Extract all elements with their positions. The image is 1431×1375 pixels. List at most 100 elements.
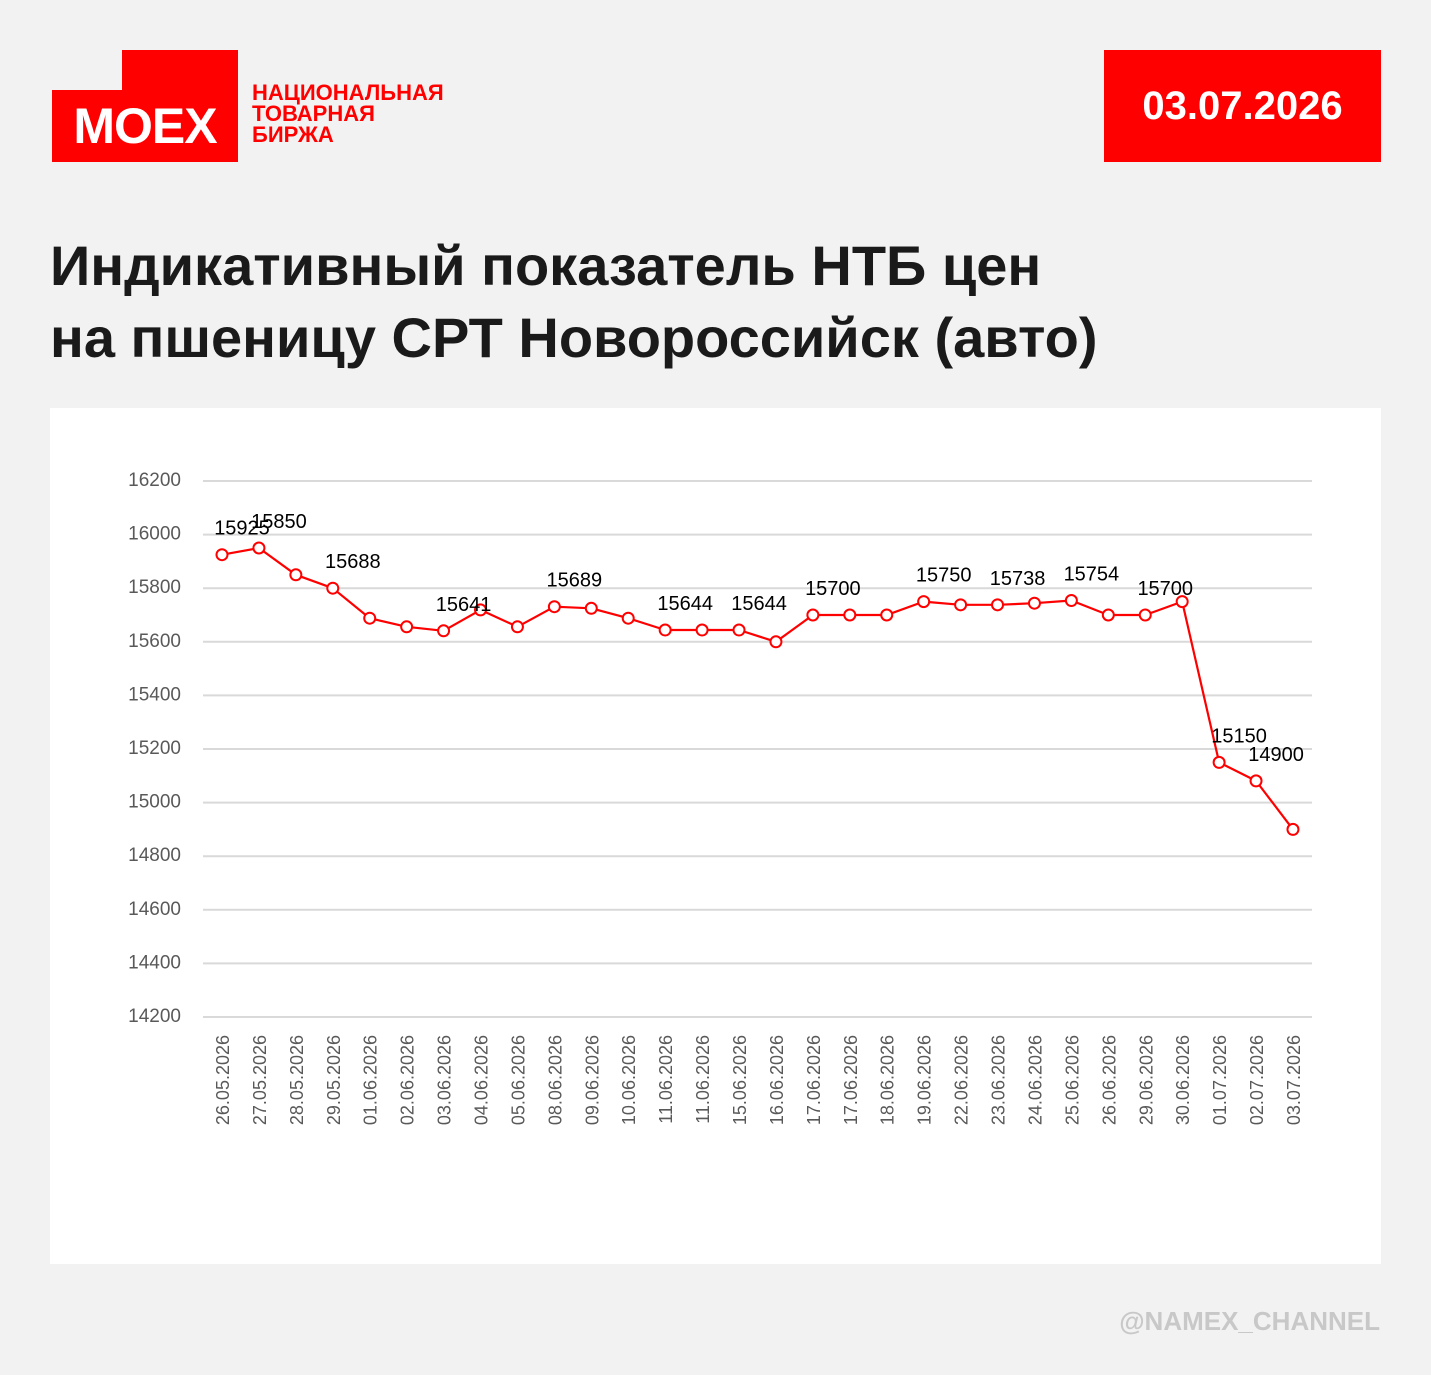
x-tick-label: 29.06.2026 <box>1136 1035 1156 1125</box>
x-tick-label: 23.06.2026 <box>989 1035 1009 1125</box>
x-tick-label: 29.05.2026 <box>324 1035 344 1125</box>
series-line-path <box>221 546 1294 831</box>
y-tick-label: 14600 <box>128 899 181 920</box>
x-tick-label: 27.05.2026 <box>250 1035 270 1125</box>
data-point <box>917 595 931 609</box>
data-label: 15750 <box>916 565 972 587</box>
data-point <box>584 601 598 615</box>
page-title: Индикативный показатель НТБ цен на пшени… <box>50 234 1098 369</box>
series-points <box>215 541 1300 836</box>
data-point <box>1212 755 1226 769</box>
data-label: 15688 <box>325 551 381 573</box>
data-label: 15925 <box>214 518 270 540</box>
logo-mark: MOEX <box>52 50 238 162</box>
data-point <box>806 608 820 622</box>
x-tick-label: 10.06.2026 <box>619 1035 639 1125</box>
data-point <box>215 548 229 562</box>
data-point <box>880 608 894 622</box>
data-point <box>1175 595 1189 609</box>
y-tick-label: 15400 <box>128 684 181 705</box>
x-tick-label: 02.06.2026 <box>398 1035 418 1125</box>
x-tick-label: 26.06.2026 <box>1099 1035 1119 1125</box>
data-point <box>732 623 746 637</box>
grid-lines <box>203 480 1312 1018</box>
data-point <box>289 568 303 582</box>
data-point <box>695 623 709 637</box>
x-tick-label: 26.05.2026 <box>213 1035 233 1125</box>
x-tick-label: 16.06.2026 <box>767 1035 787 1125</box>
data-point <box>621 611 635 625</box>
price-line-chart: 14200 14400 14600 14800 15000 15200 15400 15600… <box>128 470 1312 1125</box>
data-point <box>1138 608 1152 622</box>
data-label: 15700 <box>805 578 861 600</box>
data-label: 15150 <box>1211 725 1267 747</box>
y-tick-label: 14200 <box>128 1006 181 1027</box>
x-tick-label: 30.06.2026 <box>1173 1035 1193 1125</box>
x-tick-label: 24.06.2026 <box>1025 1035 1045 1125</box>
y-tick-label: 15200 <box>128 738 181 759</box>
y-tick-label: 16000 <box>128 524 181 545</box>
x-tick-label: 28.05.2026 <box>287 1035 307 1125</box>
data-point <box>1064 594 1078 608</box>
data-point <box>843 608 857 622</box>
data-point <box>991 598 1005 612</box>
x-tick-label: 01.07.2026 <box>1210 1035 1230 1125</box>
data-point <box>474 603 488 617</box>
data-label: 15700 <box>1137 578 1193 600</box>
x-tick-label: 17.06.2026 <box>841 1035 861 1125</box>
y-tick-label: 15800 <box>128 577 181 598</box>
data-point <box>252 541 266 555</box>
data-label: 15644 <box>731 593 787 615</box>
series-line <box>221 546 1294 831</box>
data-point <box>510 620 524 634</box>
y-tick-label: 15600 <box>128 631 181 652</box>
data-label: 15754 <box>1064 564 1120 586</box>
data-label: 15689 <box>547 570 603 592</box>
data-point <box>1286 822 1300 836</box>
data-point <box>1249 774 1263 788</box>
x-tick-label: 08.06.2026 <box>545 1035 565 1125</box>
x-tick-label: 11.06.2026 <box>693 1035 713 1124</box>
data-point <box>437 624 451 638</box>
channel-watermark: @NAMEX_CHANNEL <box>1119 1306 1380 1336</box>
x-tick-label: 22.06.2026 <box>952 1035 972 1125</box>
y-tick-label: 16200 <box>128 470 181 491</box>
x-tick-label: 09.06.2026 <box>582 1035 602 1125</box>
data-point <box>400 620 414 634</box>
x-tick-label: 19.06.2026 <box>915 1035 935 1125</box>
x-axis-ticks: 26.05.2026 27.05.2026 28.05.2026 29.05.2026… <box>213 1035 1304 1125</box>
data-point <box>658 623 672 637</box>
moex-logo: MOEX НАЦИОНАЛЬНАЯ ТОВАРНАЯ БИРЖА <box>52 50 472 162</box>
logo-subtitle: НАЦИОНАЛЬНАЯ ТОВАРНАЯ БИРЖА <box>252 80 444 147</box>
x-tick-label: 01.06.2026 <box>361 1035 381 1125</box>
x-tick-label: 05.06.2026 <box>508 1035 528 1125</box>
data-point <box>1101 608 1115 622</box>
data-label: 15738 <box>990 568 1046 590</box>
y-tick-label: 15000 <box>128 792 181 813</box>
data-point <box>363 611 377 625</box>
chart-card: 14200 14400 14600 14800 15000 15200 15400 15600… <box>50 408 1381 1264</box>
y-tick-label: 14400 <box>128 952 181 973</box>
data-point <box>1027 596 1041 610</box>
x-tick-label: 17.06.2026 <box>804 1035 824 1125</box>
x-tick-label: 15.06.2026 <box>730 1035 750 1125</box>
x-tick-label: 02.07.2026 <box>1247 1035 1267 1125</box>
data-label: 15641 <box>436 594 492 616</box>
data-label: 14900 <box>1248 744 1304 766</box>
data-label: 15644 <box>657 593 713 615</box>
y-axis-ticks: 14200 14400 14600 14800 15000 15200 15400 15600… <box>128 470 181 1027</box>
x-tick-label: 03.06.2026 <box>435 1035 455 1125</box>
x-tick-label: 18.06.2026 <box>878 1035 898 1125</box>
x-tick-label: 11.06.2026 <box>656 1035 676 1124</box>
x-tick-label: 04.06.2026 <box>472 1035 492 1125</box>
data-point <box>326 581 340 595</box>
data-label: 15850 <box>251 511 307 533</box>
y-tick-label: 14800 <box>128 845 181 866</box>
logo-text: MOEX <box>73 98 217 154</box>
data-point <box>769 635 783 649</box>
x-tick-label: 03.07.2026 <box>1284 1035 1304 1125</box>
data-point <box>547 600 561 614</box>
data-point <box>954 598 968 612</box>
date-badge: 03.07.2026 <box>1104 50 1381 162</box>
